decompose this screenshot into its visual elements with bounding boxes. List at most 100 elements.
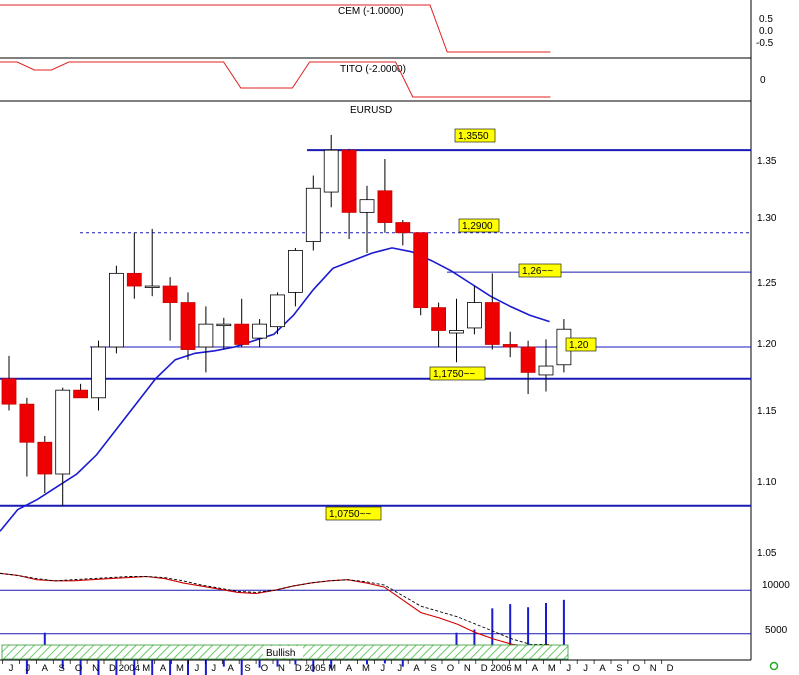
level-text-1-3550: 1,3550 — [458, 131, 489, 142]
time-tick-label: A — [599, 663, 606, 674]
time-tick-label: J — [26, 663, 31, 674]
time-axis: J J A S O N D 2004 M A M J J A S O N D 2005 M A M J J A S O N D 2006 M… — [2, 660, 674, 674]
time-tick-label: D — [295, 663, 302, 674]
candle-body — [466, 302, 482, 329]
candle-body — [413, 232, 429, 309]
oscillator-line-red — [0, 572, 550, 648]
candles-layer — [1, 134, 572, 506]
time-tick-label: J — [9, 663, 14, 674]
time-tick-label: A — [42, 663, 49, 674]
candle-body — [305, 187, 321, 242]
level-text-1-2900: 1,2900 — [462, 221, 493, 232]
time-tick-label: D — [481, 663, 488, 674]
candle-body — [180, 302, 196, 350]
candle-body — [520, 346, 536, 373]
time-tick-label: S — [244, 663, 250, 674]
level-label-1-1750: 1,1750~~ — [429, 366, 486, 381]
candle-body — [126, 272, 142, 287]
time-tick-label: A — [413, 663, 420, 674]
time-tick-label: J — [380, 663, 385, 674]
candle-body — [37, 441, 53, 475]
candle-body — [216, 323, 232, 327]
time-tick-label: J — [211, 663, 216, 674]
level-label-1-0750: 1,0750~~ — [325, 506, 382, 521]
cem-tick-2: -0.5 — [756, 38, 774, 49]
symbol-label: EURUSD — [350, 105, 392, 116]
y-tick-1-10: 1.10 — [757, 477, 777, 488]
candle-body — [234, 323, 250, 345]
y-tick-1-20: 1.20 — [757, 339, 777, 350]
y-tick-1-15: 1.15 — [757, 406, 777, 417]
candle-body — [55, 389, 71, 475]
time-tick-label: N — [650, 663, 657, 674]
time-tick-label: O — [633, 663, 640, 674]
time-tick-label: M — [514, 663, 522, 674]
level-text-1-20: 1,20 — [569, 340, 589, 351]
y-tick-1-25: 1.25 — [757, 278, 777, 289]
level-label-1-20: 1,20 — [565, 337, 597, 352]
status-dot-icon — [769, 661, 779, 671]
candle-body — [19, 403, 35, 443]
y-tick-1-35: 1.35 — [757, 156, 777, 167]
candle-body — [377, 190, 393, 223]
volume-tick-5000: 5000 — [765, 625, 788, 636]
level-label-1-2900: 1,2900 — [458, 218, 500, 233]
level-text-1-1750: 1,1750~~ — [433, 369, 475, 380]
time-tick-label: A — [532, 663, 539, 674]
time-tick-label: O — [261, 663, 268, 674]
time-tick-label: M — [328, 663, 336, 674]
candle-body — [73, 389, 88, 399]
bullish-banner-label: Bullish — [266, 648, 295, 659]
time-tick-label: S — [59, 663, 65, 674]
candle-body — [323, 149, 339, 193]
candle-body — [449, 330, 464, 334]
cem-indicator-label: CEM (-1.0000) — [338, 6, 404, 17]
y-tick-1-30: 1.30 — [757, 213, 777, 224]
candle-body — [395, 222, 411, 234]
cem-tick-1: 0.0 — [759, 26, 773, 37]
candle-body — [109, 272, 124, 348]
time-tick-label: J — [566, 663, 571, 674]
time-tick-label: N — [278, 663, 285, 674]
time-tick-label: N — [92, 663, 99, 674]
time-tick-label: S — [430, 663, 436, 674]
time-tick-label: S — [616, 663, 622, 674]
candle-body — [538, 365, 554, 376]
candle-body — [341, 149, 357, 213]
moving-average-line — [0, 247, 550, 532]
time-tick-label: O — [447, 663, 454, 674]
time-tick-label: M — [142, 663, 150, 674]
moving-average-layer — [0, 247, 550, 532]
volume-tick-10000: 10000 — [762, 580, 790, 591]
tito-tick-0: 0 — [760, 75, 766, 86]
candle-body — [484, 302, 500, 345]
cem-line-layer — [0, 4, 551, 53]
oscillator-line-dashed — [0, 572, 549, 645]
bullish-banner: Bullish — [1, 644, 569, 660]
y-tick-1-05: 1.05 — [757, 548, 777, 559]
level-label-1-3550: 1,3550 — [454, 128, 496, 143]
time-tick-label: D — [667, 663, 674, 674]
time-tick-label: D — [109, 663, 116, 674]
time-tick-label: J — [397, 663, 402, 674]
time-tick-label: M — [362, 663, 370, 674]
time-tick-label: 2004 — [119, 663, 140, 674]
time-tick-label: A — [228, 663, 235, 674]
time-tick-label: A — [160, 663, 167, 674]
price-axis: 1.35 1.30 1.25 1.20 1.15 1.10 1.05 — [757, 156, 777, 559]
candle-body — [252, 323, 268, 339]
time-tick-label: 2005 — [305, 663, 326, 674]
cem-line — [0, 4, 551, 53]
time-tick-label: J — [195, 663, 200, 674]
time-tick-label: J — [583, 663, 588, 674]
time-tick-label: N — [464, 663, 471, 674]
candle-body — [162, 285, 178, 303]
candle-body — [1, 378, 17, 405]
level-text-1-0750: 1,0750~~ — [329, 509, 371, 520]
time-tick-label: A — [346, 663, 353, 674]
candle-body — [144, 285, 160, 288]
time-tick-label: M — [548, 663, 556, 674]
time-tick-label: 2006 — [491, 663, 512, 674]
tito-indicator-label: TITO (-2.0000) — [340, 64, 406, 75]
